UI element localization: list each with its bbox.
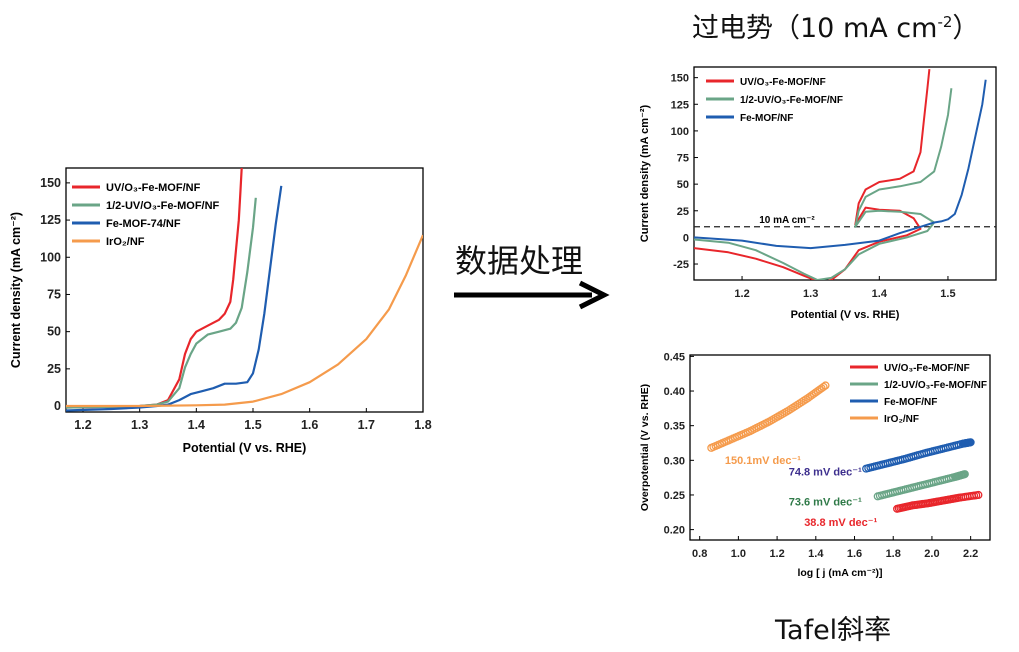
legend-label: UV/O₃-Fe-MOF/NF [106, 182, 201, 194]
series-group [694, 68, 987, 280]
y-tick-label: 75 [677, 153, 689, 165]
reference-line-label: 10 mA cm⁻² [759, 215, 815, 226]
x-tick-label: 1.2 [734, 288, 749, 300]
y-tick-label: 100 [671, 126, 689, 138]
y-tick-label: 0.25 [664, 490, 685, 502]
x-tick-label: 1.3 [131, 418, 148, 432]
tafel-chart-svg: 0.8 1.0 1.2 1.4 1.6 1.8 2.0 2.2 0.20 0.25 0.30 0.35… [639, 351, 991, 579]
series-line [694, 68, 931, 280]
lsv-chart-processed: 1.2 1.3 1.4 1.5 -25 0 25 50 75 100 125 150 Potential… [628, 55, 1003, 330]
y-tick-label: 0.45 [664, 351, 685, 363]
legend-label: Fe-MOF-74/NF [106, 218, 181, 230]
x-tick-label: 1.4 [188, 418, 205, 432]
data-point [974, 490, 983, 500]
x-axis-label: Potential (V vs. RHE) [791, 309, 900, 321]
y-tick-label: 0 [683, 232, 689, 244]
y-tick-label: 150 [671, 73, 689, 85]
series-line [66, 234, 423, 408]
tafel-slope-label: 150.1mV dec⁻¹ [725, 455, 801, 467]
y-tick-label: -25 [673, 259, 689, 271]
x-tick-label: 1.8 [414, 418, 431, 432]
legend-label: UV/O₃-Fe-MOF/NF [740, 77, 826, 88]
x-tick-label: 1.6 [301, 418, 318, 432]
x-tick-label: 1.5 [940, 288, 955, 300]
plot-frame [689, 354, 991, 541]
overpotential-title-sup: -2 [937, 13, 953, 31]
tafel-title: Tafel斜率 [775, 615, 892, 646]
data-point [821, 381, 830, 390]
data-point [960, 470, 969, 479]
y-axis-label: Current density (mA cm⁻²) [639, 104, 651, 242]
x-tick-label: 1.4 [872, 288, 888, 300]
tafel-slope-label: 38.8 mV dec⁻¹ [804, 517, 877, 529]
x-tick-label: 1.2 [74, 418, 91, 432]
legend-label: 1/2-UV/O₃-Fe-MOF/NF [106, 200, 220, 212]
overpotential-title-suffix: ） [952, 13, 980, 44]
x-tick-label: 1.2 [769, 548, 784, 560]
y-tick-label: 100 [40, 250, 61, 264]
x-tick-label: 1.0 [731, 548, 746, 560]
legend-label: 1/2-UV/O₃-Fe-MOF/NF [884, 380, 987, 391]
overpotential-title-prefix: 过电势（10 mA cm [692, 13, 938, 44]
legend-label: Fe-MOF/NF [740, 113, 793, 124]
x-tick-label: 1.7 [358, 418, 375, 432]
tafel-slope-label: 74.8 mV dec⁻¹ [789, 467, 862, 479]
legend-label: IrO₂/NF [106, 236, 145, 248]
data-point [819, 382, 828, 391]
plot-frame [693, 66, 997, 281]
x-tick-label: 2.2 [963, 548, 978, 560]
y-tick-label: 0.20 [664, 525, 685, 537]
x-tick-label: 1.4 [808, 548, 824, 560]
x-axis-label: log [ j (mA cm⁻²)] [797, 567, 882, 579]
y-tick-label: 25 [47, 362, 61, 376]
x-tick-label: 0.8 [692, 548, 707, 560]
lsv-chart-original: 1.2 1.3 1.4 1.5 1.6 1.7 1.8 0 25 50 75 100 125 150 Pot… [0, 150, 440, 460]
lsv-chart-original-svg: 1.2 1.3 1.4 1.5 1.6 1.7 1.8 0 25 50 75 100 125 150 Pot… [9, 167, 432, 455]
series-line [694, 88, 953, 280]
legend-label: 1/2-UV/O₃-Fe-MOF/NF [740, 95, 843, 106]
y-tick-label: 125 [671, 99, 689, 111]
x-axis-label: Potential (V vs. RHE) [183, 441, 307, 455]
x-tick-label: 1.8 [886, 548, 901, 560]
tafel-chart: 0.8 1.0 1.2 1.4 1.6 1.8 2.0 2.2 0.20 0.25 0.30 0.35… [628, 340, 1003, 605]
y-tick-label: 75 [47, 287, 61, 301]
series-group [66, 168, 423, 412]
x-tick-label: 1.6 [847, 548, 862, 560]
data-processing-label: 数据处理 [455, 242, 584, 280]
series-group [707, 381, 983, 513]
y-axis-label: Current density (mA cm⁻²) [9, 212, 23, 368]
plot-frame [65, 167, 424, 413]
overpotential-title: 过电势（10 mA cm-2） [692, 6, 979, 45]
right-arrow-icon [454, 280, 610, 310]
series-line [694, 79, 987, 250]
legend-label: IrO₂/NF [884, 414, 919, 425]
y-tick-label: 0.35 [664, 421, 685, 433]
x-tick-label: 1.5 [244, 418, 261, 432]
y-tick-label: 50 [677, 179, 689, 191]
x-tick-label: 2.0 [924, 548, 939, 560]
y-tick-label: 50 [47, 325, 61, 339]
x-tick-label: 1.3 [803, 288, 818, 300]
y-tick-label: 0.30 [664, 455, 685, 467]
tafel-slope-label: 73.6 mV dec⁻¹ [789, 496, 862, 508]
y-axis-label: Overpotential (V vs. RHE) [639, 384, 651, 511]
lsv-chart-processed-svg: 1.2 1.3 1.4 1.5 -25 0 25 50 75 100 125 150 Potential… [639, 66, 997, 321]
legend-label: Fe-MOF/NF [884, 397, 937, 408]
y-tick-label: 0 [54, 399, 61, 413]
y-tick-label: 25 [677, 206, 689, 218]
y-tick-label: 150 [40, 176, 61, 190]
legend-label: UV/O₃-Fe-MOF/NF [884, 363, 970, 374]
y-tick-label: 0.40 [664, 386, 685, 398]
data-point [966, 438, 975, 447]
y-tick-label: 125 [40, 213, 61, 227]
